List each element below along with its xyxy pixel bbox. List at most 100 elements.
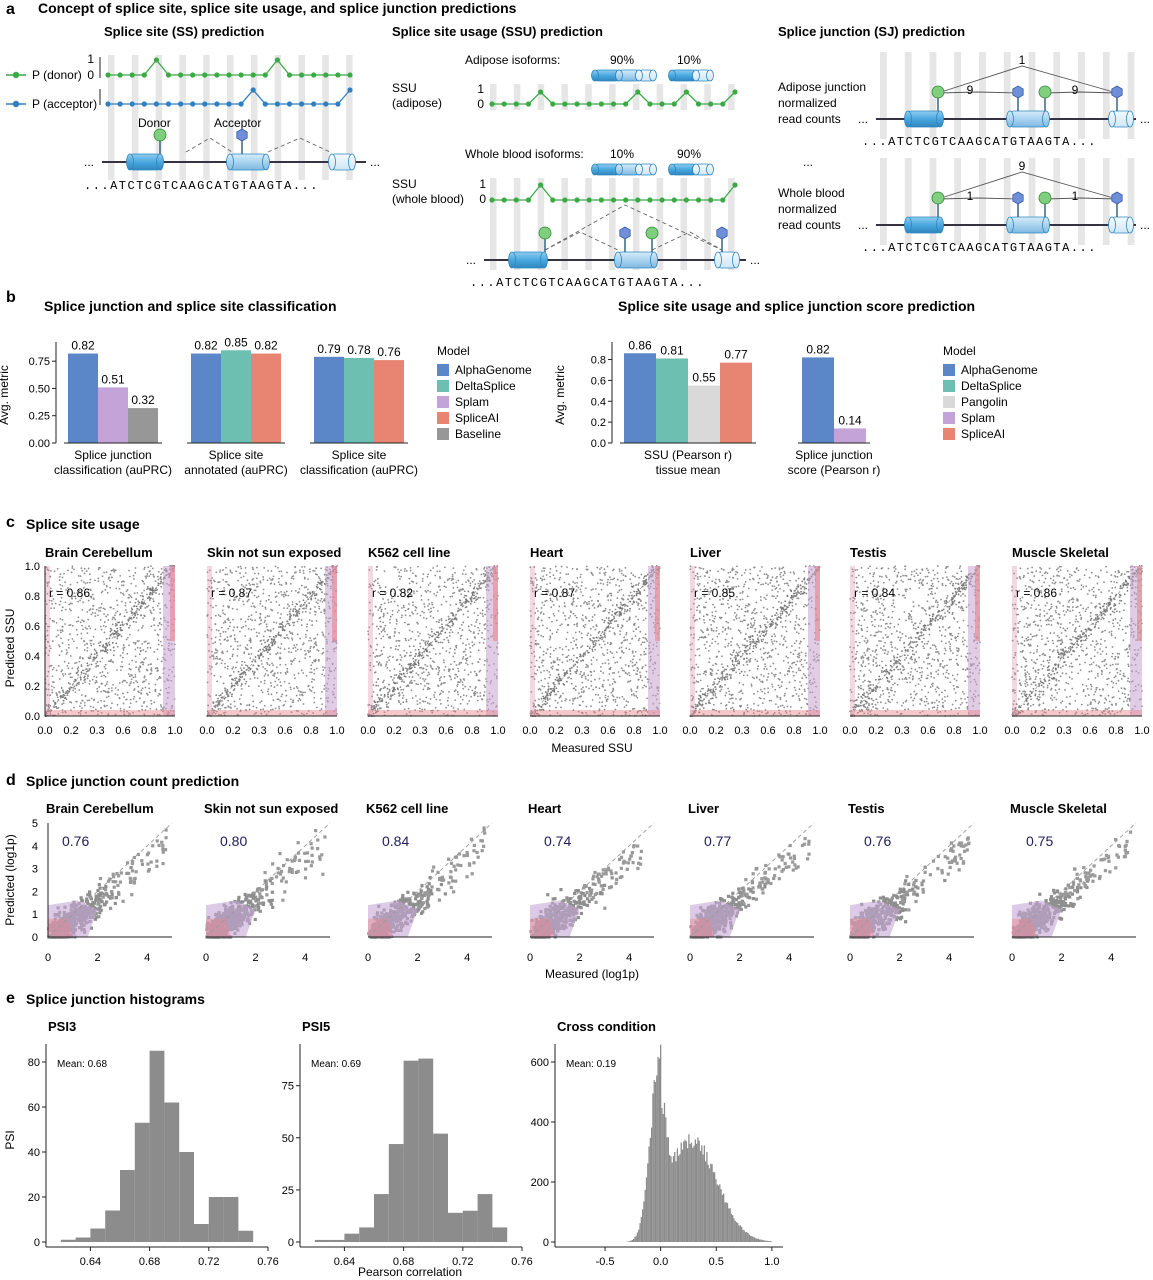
scatter-point: [101, 575, 104, 578]
scatter-point: [604, 662, 607, 665]
scatter-point: [153, 589, 156, 592]
scatter-point: [543, 604, 546, 606]
scatter-point: [320, 697, 322, 700]
scatter-point: [322, 634, 325, 637]
scatter-point: [209, 656, 211, 659]
scatter-point: [258, 665, 260, 667]
bar-value-label: 0.85: [224, 335, 248, 349]
scatter-point: [303, 576, 306, 579]
scatter-point: [440, 630, 443, 633]
dashed-splice-path: [267, 137, 331, 153]
scatter-point: [228, 584, 231, 587]
scatter-point: [71, 624, 74, 627]
scatter-point: [49, 617, 52, 620]
scatter-point: [402, 604, 405, 607]
bar-value-label: 0.82: [806, 342, 830, 356]
scatter-point: [542, 635, 545, 638]
scatter-point: [618, 675, 621, 678]
scatter-point: [584, 623, 587, 626]
scatter-point: [295, 685, 298, 688]
group-label: score (Pearson r): [788, 463, 881, 477]
scatter-point: [421, 700, 424, 703]
scatter-point: [481, 698, 483, 700]
exon-cylinder-cap: [1006, 110, 1014, 128]
scatter-point: [96, 690, 99, 693]
isoform-exon-cap: [706, 163, 714, 176]
x-tick-label: 0.6: [438, 725, 453, 737]
scatter-point: [547, 688, 550, 690]
scatter-point: [464, 573, 467, 576]
scatter-point: [443, 566, 446, 569]
panel-c-letter: c: [6, 514, 15, 531]
scatter-point: [111, 702, 113, 705]
scatter-point: [93, 656, 95, 659]
scatter-point: [109, 649, 112, 651]
scatter-point: [435, 640, 438, 643]
scatter-point: [596, 566, 599, 569]
scatter-point: [622, 579, 625, 582]
scatter-point: [239, 709, 242, 712]
scatter-point: [101, 657, 104, 660]
scatter-point: [51, 602, 54, 605]
scatter-point: [224, 630, 227, 633]
scatter-point: [536, 618, 539, 620]
scatter-point: [254, 660, 257, 663]
scatter-point: [157, 584, 160, 587]
scatter-point: [244, 586, 247, 589]
scatter-point: [404, 609, 407, 612]
scatter-point: [379, 620, 382, 623]
scatter-point: [467, 673, 470, 676]
scatter-point: [230, 635, 233, 637]
scatter-point: [223, 587, 225, 589]
scatter-point: [548, 704, 551, 707]
scatter-point: [257, 685, 260, 688]
scatter-point: [629, 680, 632, 682]
scatter-point: [215, 701, 218, 703]
background-stripe: [227, 55, 234, 180]
scatter-point: [107, 712, 110, 715]
scatter-point: [64, 673, 67, 675]
scatter-point: [306, 629, 308, 632]
scatter-point: [75, 700, 78, 703]
scatter-point: [405, 698, 408, 701]
scatter-point: [314, 659, 317, 662]
subplot-title: Skin not sun exposed: [207, 545, 341, 560]
scatter-point: [604, 704, 607, 707]
scatter-point: [477, 582, 480, 585]
track-point: [720, 197, 726, 203]
scatter-point: [416, 703, 419, 706]
scatter-point: [237, 566, 240, 568]
scatter-point: [635, 627, 638, 630]
scatter-point: [206, 671, 209, 673]
scatter-point: [633, 694, 636, 697]
background-stripe: [680, 178, 688, 270]
scatter-point: [594, 693, 597, 696]
scatter-point: [637, 602, 640, 605]
scatter-point: [68, 673, 70, 676]
scatter-point: [443, 581, 446, 584]
scatter-point: [451, 624, 454, 627]
scatter-point: [247, 628, 250, 630]
scatter-point: [451, 612, 454, 615]
scatter-point: [77, 575, 80, 577]
scatter-point: [290, 577, 293, 580]
scatter-point: [233, 634, 236, 637]
scatter-point: [224, 689, 227, 692]
scatter-point: [603, 643, 606, 646]
scatter-point: [612, 695, 615, 698]
scatter-point: [478, 641, 481, 644]
scatter-point: [315, 594, 318, 597]
scatter-point: [469, 685, 472, 688]
scatter-point: [382, 615, 385, 618]
scatter-point: [628, 648, 631, 651]
scatter-point: [80, 595, 83, 597]
scatter-point: [91, 593, 94, 596]
scatter-point: [374, 656, 377, 658]
scatter-point: [149, 673, 152, 676]
scatter-point: [141, 626, 143, 629]
scatter-point: [548, 616, 551, 619]
scatter-point: [290, 651, 293, 654]
scatter-point: [641, 607, 644, 610]
scatter-point: [222, 631, 225, 633]
